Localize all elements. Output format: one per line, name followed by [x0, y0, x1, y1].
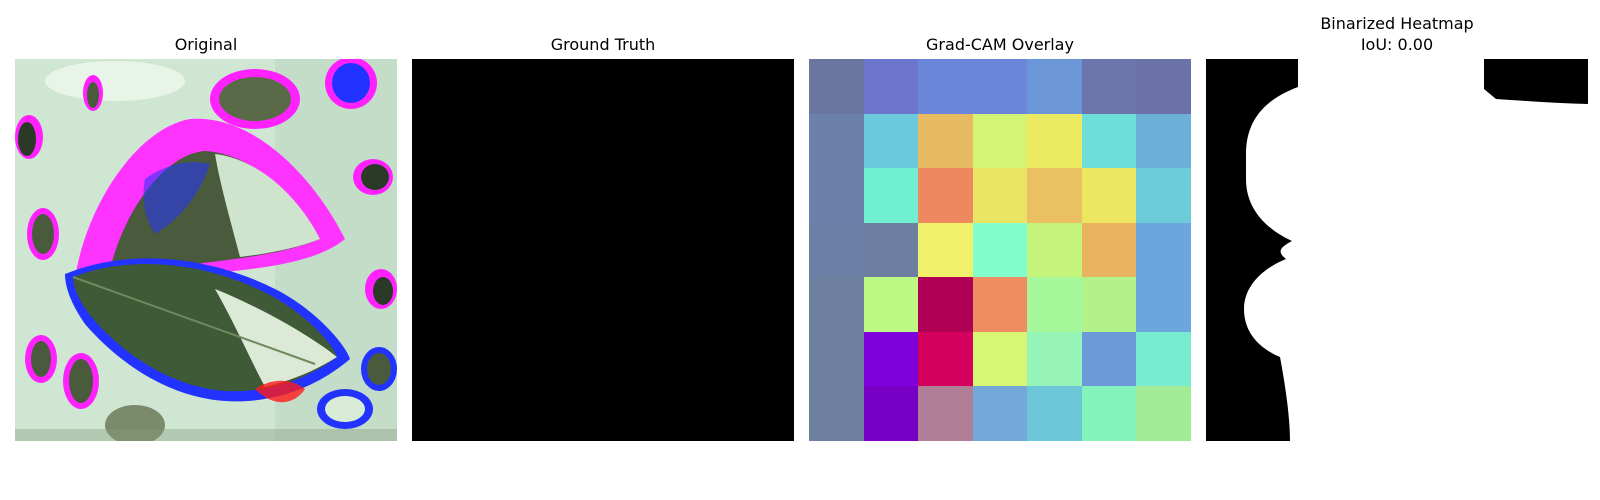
- gradcam-cell: [1082, 386, 1136, 441]
- gradcam-cell: [1082, 332, 1136, 386]
- binarized-heatmap: [1206, 59, 1588, 441]
- gradcam-cell: [1082, 223, 1136, 277]
- gradcam-cell: [973, 332, 1027, 386]
- gradcam-cell: [864, 223, 918, 277]
- gradcam-cell: [918, 114, 973, 168]
- gradcam-cell: [918, 277, 973, 332]
- iou-score-label: IoU: 0.00: [1360, 35, 1434, 54]
- binarized-heatmap-drawing: [1206, 59, 1588, 441]
- gradcam-cell: [1027, 386, 1082, 441]
- gradcam-overlay-title: Grad-CAM Overlay: [926, 35, 1074, 54]
- gradcam-cell: [864, 59, 918, 114]
- gradcam-cell: [1027, 168, 1082, 223]
- gradcam-cell: [809, 332, 864, 386]
- gradcam-cell: [918, 168, 973, 223]
- gradcam-cell: [1027, 332, 1082, 386]
- gradcam-overlay: [809, 59, 1191, 441]
- gradcam-cell: [864, 386, 918, 441]
- ground-truth-title: Ground Truth: [550, 35, 656, 54]
- gradcam-cell: [1027, 277, 1082, 332]
- gradcam-cell: [864, 332, 918, 386]
- gradcam-cell: [1082, 277, 1136, 332]
- gradcam-cell: [1082, 114, 1136, 168]
- gradcam-cell: [809, 223, 864, 277]
- gradcam-cell: [864, 114, 918, 168]
- gradcam-cell: [1082, 168, 1136, 223]
- ground-truth-mask: [412, 59, 794, 441]
- binarized-heatmap-title: Binarized Heatmap IoU: 0.00: [1206, 13, 1588, 55]
- gradcam-cell: [1136, 332, 1191, 386]
- gradcam-cell: [973, 277, 1027, 332]
- gradcam-cell: [973, 114, 1027, 168]
- gradcam-cell: [1027, 114, 1082, 168]
- gradcam-cell: [1136, 114, 1191, 168]
- gradcam-cell: [1082, 59, 1136, 114]
- gradcam-cell: [973, 223, 1027, 277]
- gradcam-cell: [1136, 59, 1191, 114]
- gradcam-cell: [1136, 386, 1191, 441]
- gradcam-cell: [864, 277, 918, 332]
- gradcam-cell: [809, 386, 864, 441]
- gradcam-cell: [918, 59, 973, 114]
- gradcam-cell: [973, 59, 1027, 114]
- gradcam-heatmap-grid: [809, 59, 1191, 441]
- gradcam-cell: [918, 332, 973, 386]
- original-image: [15, 59, 397, 441]
- original-title: Original: [174, 35, 238, 54]
- original-image-drawing: [15, 59, 397, 441]
- gradcam-cell: [1136, 277, 1191, 332]
- gradcam-cell: [918, 223, 973, 277]
- gradcam-cell: [973, 386, 1027, 441]
- gradcam-cell: [809, 277, 864, 332]
- gradcam-cell: [809, 59, 864, 114]
- gradcam-cell: [973, 168, 1027, 223]
- gradcam-cell: [1136, 168, 1191, 223]
- gradcam-cell: [864, 168, 918, 223]
- gradcam-cell: [918, 386, 973, 441]
- binarized-heatmap-title-line: Binarized Heatmap: [1320, 14, 1474, 33]
- gradcam-cell: [809, 168, 864, 223]
- gradcam-cell: [809, 114, 864, 168]
- gradcam-cell: [1136, 223, 1191, 277]
- gradcam-cell: [1027, 223, 1082, 277]
- gradcam-cell: [1027, 59, 1082, 114]
